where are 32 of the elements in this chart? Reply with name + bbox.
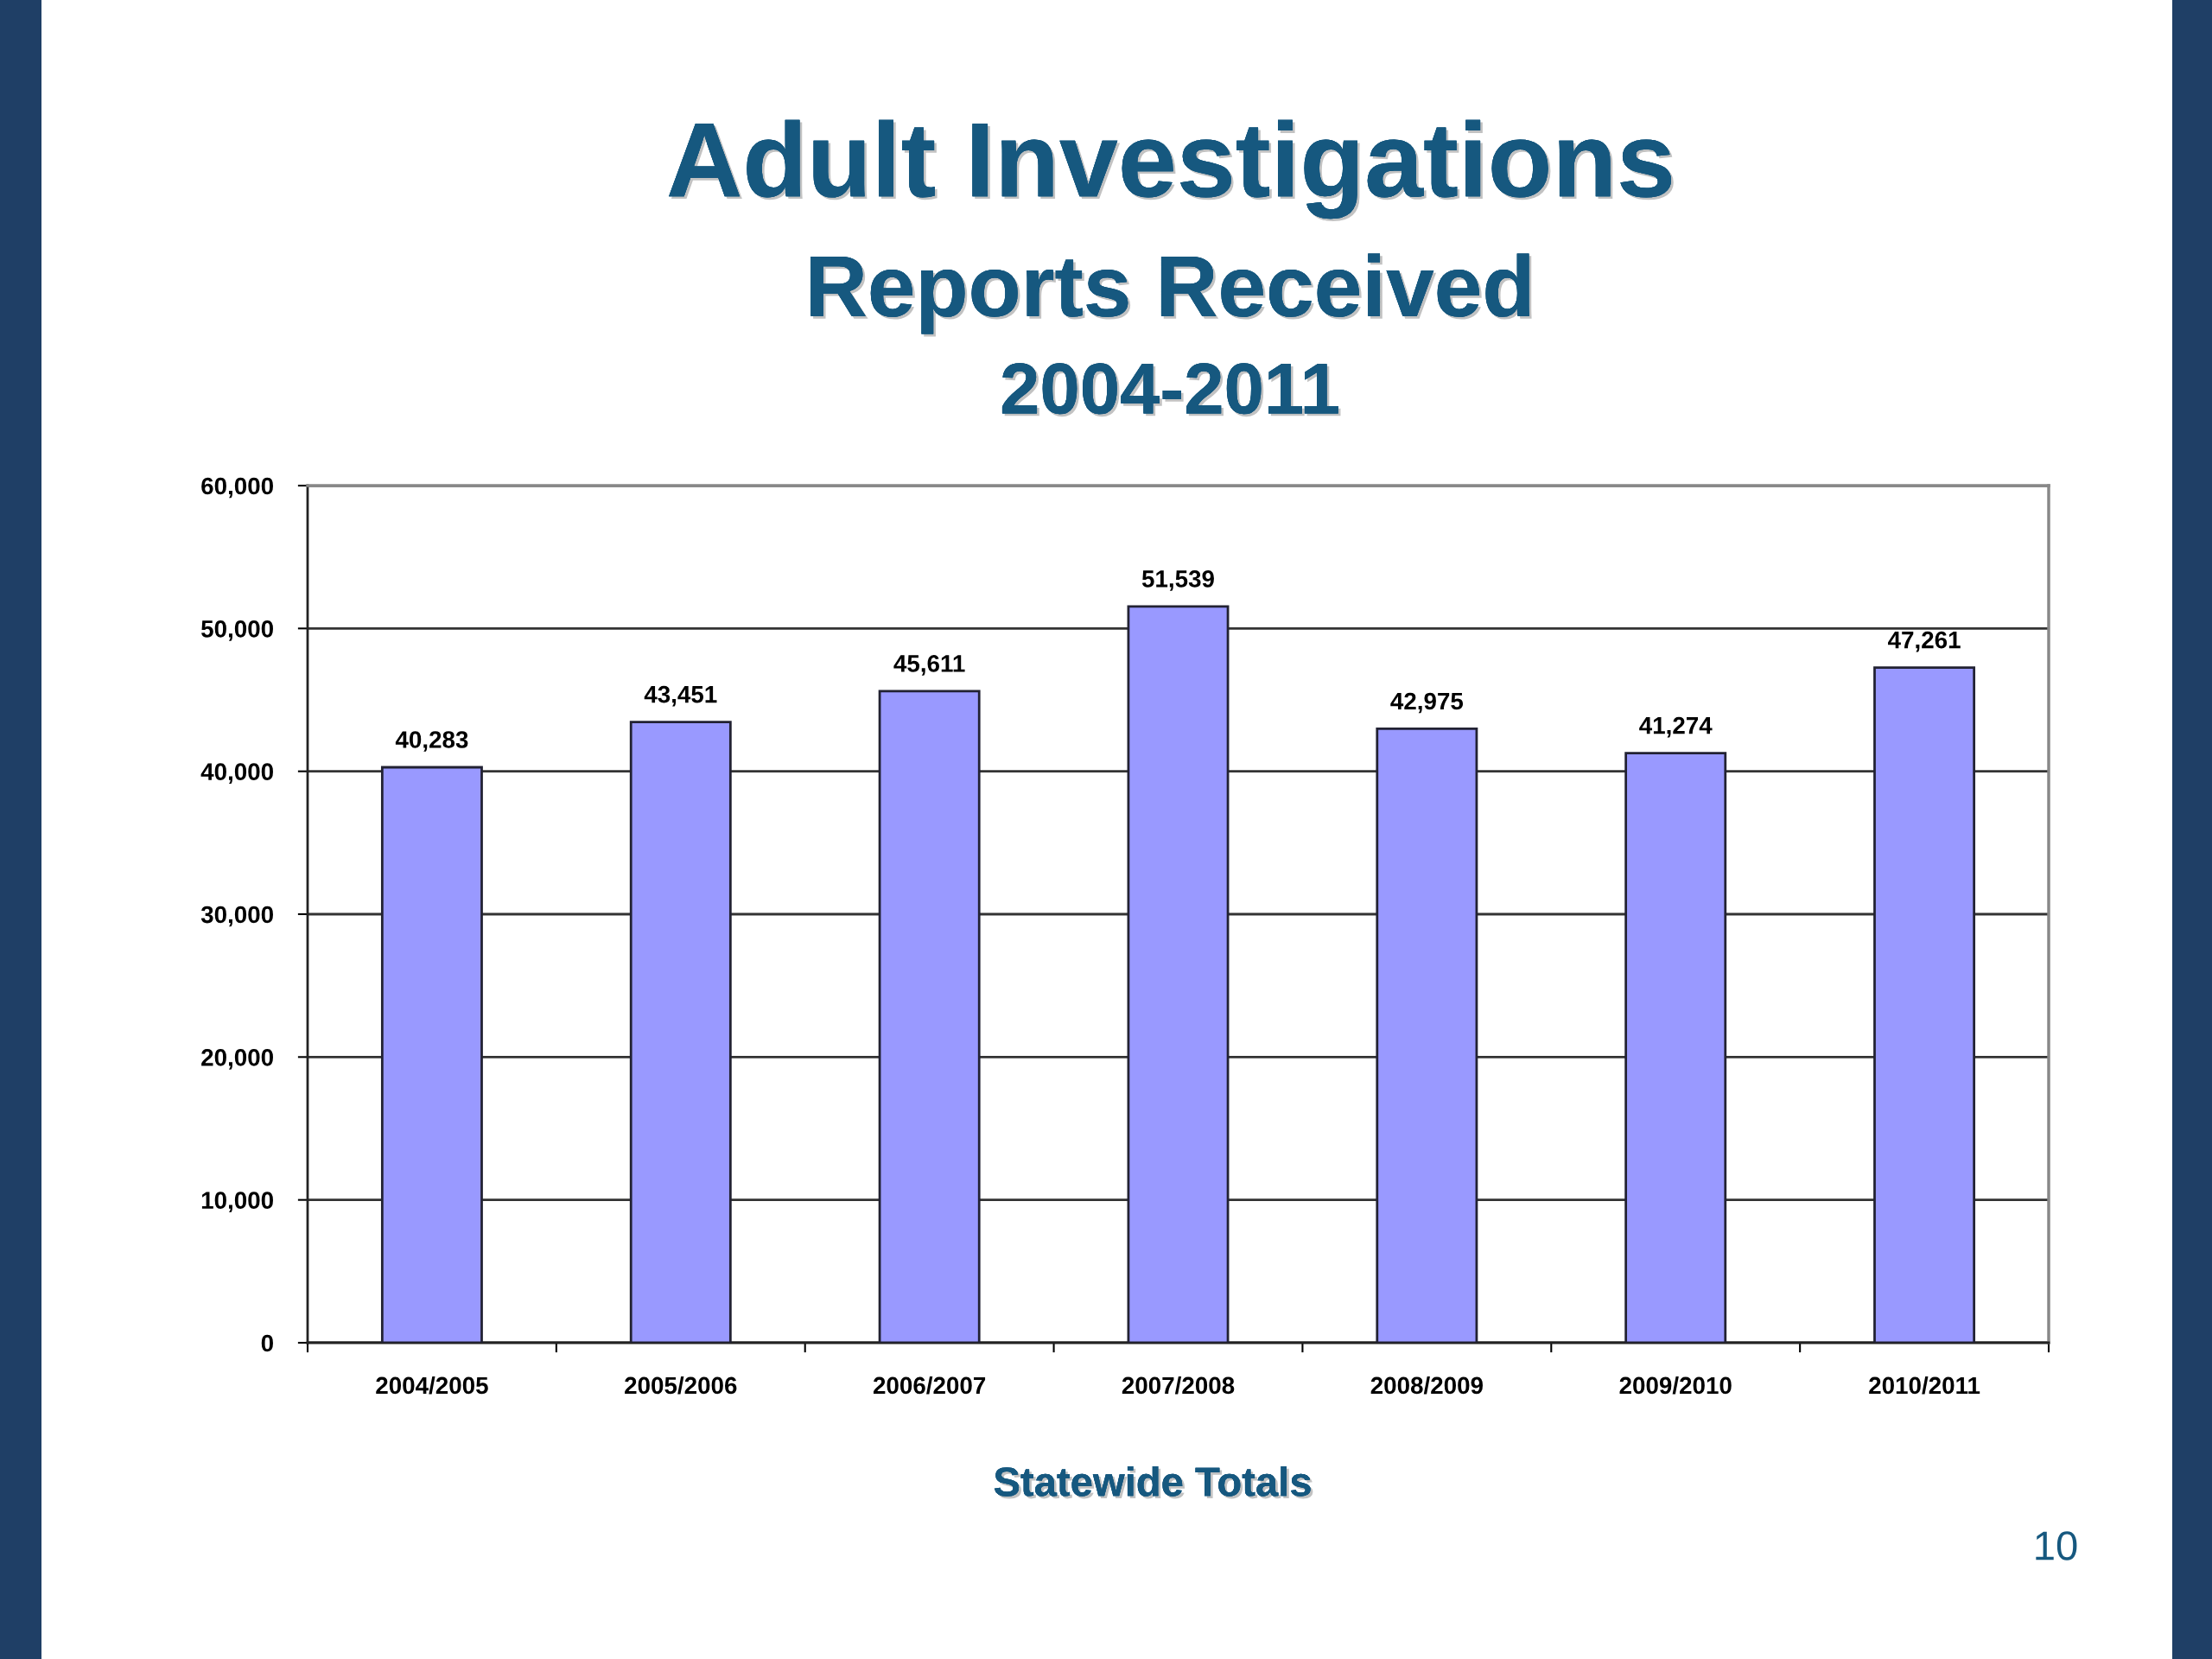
chart-subtitle: Reports Received 2004-2011 (810, 253, 1532, 417)
x-tick-label: 2010/2011 (1869, 1376, 1980, 1395)
x-tick-label: 2007/2008 (1122, 1376, 1235, 1395)
y-tick-label: 10,000 (201, 1192, 273, 1213)
x-tick-label: 2005/2006 (625, 1376, 737, 1395)
data-label: 45,611 (893, 655, 965, 676)
y-tick-label: 60,000 (201, 477, 273, 499)
bar (1127, 605, 1230, 1343)
bar (1376, 728, 1478, 1343)
bar (878, 690, 981, 1343)
x-tick-label: 2009/2010 (1619, 1376, 1732, 1395)
data-label: 41,274 (1639, 716, 1713, 738)
chart-title: Adult Investigations (669, 119, 1674, 222)
bar (1873, 666, 1976, 1343)
bar (629, 721, 732, 1343)
y-tick-label: 20,000 (201, 1049, 273, 1070)
y-tick-label: 0 (261, 1334, 273, 1352)
data-label: 42,975 (1390, 692, 1464, 714)
x-tick-label: 2006/2007 (873, 1376, 986, 1395)
bar (1624, 752, 1727, 1343)
data-label: 40,283 (395, 731, 468, 752)
x-axis-title: Statewide Totals (994, 1465, 1313, 1499)
x-tick-label: 2008/2009 (1370, 1376, 1483, 1395)
x-tick-label: 2004/2005 (376, 1376, 488, 1395)
data-label: 51,539 (1141, 570, 1214, 591)
data-label: 43,451 (644, 685, 717, 707)
data-label: 47,261 (1888, 631, 1961, 652)
bar (380, 766, 483, 1343)
y-tick-label: 30,000 (200, 906, 273, 927)
text: 10 (2036, 1531, 2077, 1560)
y-tick-label: 50,000 (201, 620, 273, 641)
y-tick-label: 40,000 (200, 763, 273, 785)
